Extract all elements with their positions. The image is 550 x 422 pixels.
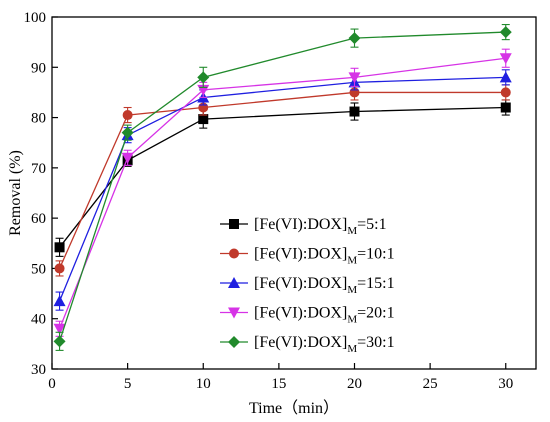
series-1: [54, 84, 511, 277]
legend-label: [Fe(VI):DOX]M=15:1: [254, 275, 395, 296]
y-tick-label: 70: [31, 161, 46, 177]
legend-entry-0: [Fe(VI):DOX]M=5:1: [220, 216, 387, 237]
legend-label-main: [Fe(VI):DOX]: [254, 305, 347, 322]
axes: 0 5 10 15 20 25 30 30 40 50 60 70 80 90 100: [24, 10, 537, 392]
data-point: [198, 114, 209, 125]
y-tick-label: 80: [31, 111, 46, 127]
x-tick-label: 0: [48, 376, 56, 392]
data-point: [348, 32, 361, 45]
legend-marker: [229, 248, 239, 259]
y-tick-label: 60: [31, 211, 46, 227]
legend-label-ratio: =15:1: [357, 275, 394, 292]
legend-entry-2: [Fe(VI):DOX]M=15:1: [220, 275, 395, 296]
data-point: [121, 152, 134, 164]
legend-label-main: [Fe(VI):DOX]: [254, 334, 347, 351]
x-tick-label: 10: [196, 376, 211, 392]
data-point: [499, 71, 512, 83]
legend-label: [Fe(VI):DOX]M=20:1: [254, 305, 395, 326]
data-point: [54, 242, 65, 253]
legend-label-sub: M: [347, 255, 357, 267]
data-point: [500, 102, 511, 113]
x-tick-label: 15: [271, 376, 286, 392]
y-axis-title: Removal (%): [7, 150, 24, 236]
legend-label: [Fe(VI):DOX]M=10:1: [254, 246, 395, 267]
data-point: [121, 126, 134, 139]
legend-label-ratio: =20:1: [357, 305, 394, 322]
data-point: [54, 263, 65, 274]
legend-label-main: [Fe(VI):DOX]: [254, 246, 347, 263]
series-3: [53, 48, 512, 337]
x-tick-label: 20: [347, 376, 362, 392]
legend: [Fe(VI):DOX]M=5:1[Fe(VI):DOX]M=10:1[Fe(V…: [220, 216, 395, 355]
legend-label-main: [Fe(VI):DOX]: [254, 216, 347, 233]
legend-label-ratio: =5:1: [357, 216, 386, 233]
legend-label: [Fe(VI):DOX]M=30:1: [254, 334, 395, 355]
series-layer: [53, 23, 512, 351]
legend-marker: [228, 307, 240, 319]
data-point: [53, 323, 66, 335]
legend-marker: [229, 219, 239, 229]
data-point: [349, 106, 360, 117]
legend-label-sub: M: [347, 225, 357, 237]
legend-label-ratio: =30:1: [357, 334, 394, 351]
data-point: [197, 71, 210, 84]
legend-label: [Fe(VI):DOX]M=5:1: [254, 216, 387, 237]
y-tick-label: 100: [24, 10, 47, 26]
legend-label-sub: M: [347, 284, 357, 296]
data-point: [348, 72, 361, 84]
legend-label-ratio: =10:1: [357, 246, 394, 263]
legend-entry-4: [Fe(VI):DOX]M=30:1: [220, 334, 395, 355]
x-axis-title: Time（min）: [249, 399, 339, 417]
x-tick-label: 5: [124, 376, 132, 392]
y-tick-label: 30: [31, 362, 46, 378]
y-tick-label: 90: [31, 60, 46, 76]
plot-frame: [51, 16, 537, 370]
data-point: [122, 110, 133, 121]
data-point: [53, 335, 66, 348]
y-tick-label: 50: [31, 261, 46, 277]
legend-entry-3: [Fe(VI):DOX]M=20:1: [220, 305, 395, 326]
legend-label-sub: M: [347, 343, 357, 355]
y-tick-label: 40: [31, 312, 46, 328]
legend-label-sub: M: [347, 314, 357, 326]
x-tick-label: 30: [498, 376, 513, 392]
series-line: [58, 31, 506, 342]
x-tick-label: 25: [423, 376, 438, 392]
legend-entry-1: [Fe(VI):DOX]M=10:1: [220, 246, 395, 267]
series-4: [53, 23, 512, 351]
legend-marker: [228, 277, 240, 288]
data-point: [53, 295, 66, 307]
data-point: [499, 26, 512, 39]
legend-label-main: [Fe(VI):DOX]: [254, 275, 347, 292]
data-point: [500, 87, 511, 98]
data-point: [499, 53, 512, 65]
legend-marker: [228, 336, 240, 348]
